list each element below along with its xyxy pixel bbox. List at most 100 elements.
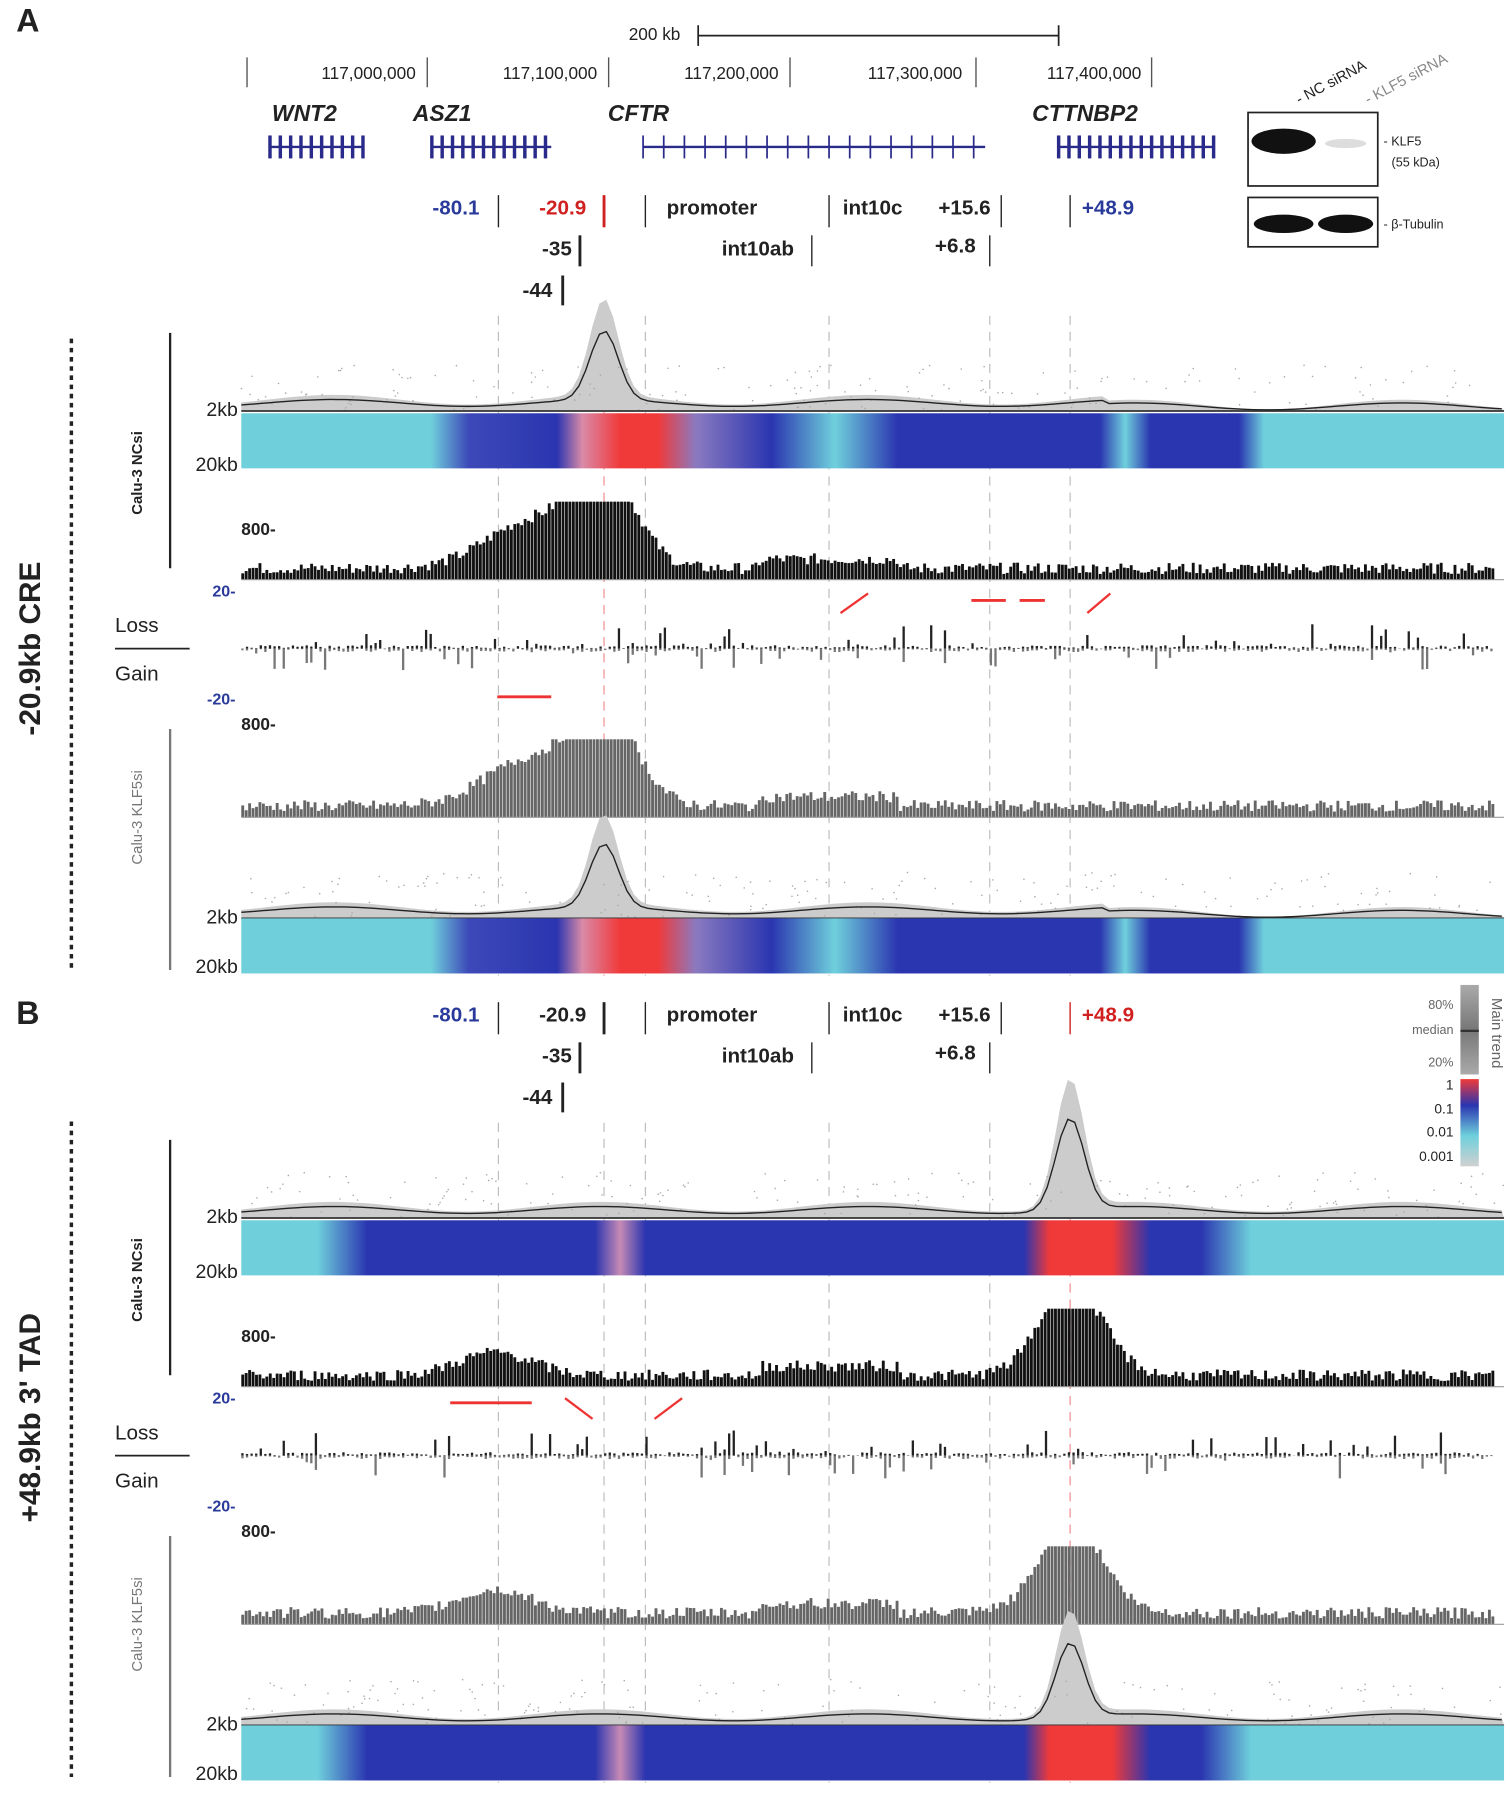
- coverage-bar: [1091, 1546, 1095, 1625]
- scatter-dot: [996, 889, 999, 892]
- coverage-bar: [816, 1361, 820, 1387]
- coverage-bar: [895, 1361, 899, 1387]
- coverage-bar: [1322, 566, 1326, 580]
- element-label: +48.9: [1082, 1003, 1134, 1026]
- coverage-bar: [406, 1371, 410, 1387]
- gain-bar: [1132, 1455, 1135, 1459]
- coverage-bar: [833, 1371, 837, 1387]
- coverage-bar: [1229, 571, 1233, 580]
- scatter-dot: [327, 1692, 329, 1695]
- coverage-bar: [1288, 1612, 1292, 1625]
- loss-bar: [787, 1452, 791, 1456]
- gain-bar: [672, 1455, 676, 1457]
- gene-name: WNT2: [272, 100, 337, 126]
- coordinate-label: 117,000,000: [321, 63, 415, 83]
- coverage-bar: [974, 800, 978, 818]
- coverage-bar: [1429, 563, 1433, 580]
- gain-bar: [374, 1455, 377, 1476]
- scatter-dot: [857, 1188, 859, 1191]
- scatter-dot: [1226, 1714, 1229, 1716]
- gain-bar: [1012, 1455, 1016, 1459]
- scatter-dot: [546, 386, 549, 388]
- coverage-bar: [1332, 811, 1336, 818]
- coverage-bar: [998, 1602, 1002, 1625]
- coverage-bar: [633, 513, 637, 580]
- loss-bar: [1150, 645, 1153, 649]
- coverage-bar: [382, 568, 386, 580]
- coverage-bar: [668, 1378, 672, 1387]
- gain-bar: [438, 648, 442, 652]
- coverage-bar: [878, 791, 882, 818]
- scatter-dot: [600, 911, 602, 914]
- panel-label: B: [16, 995, 39, 1031]
- scatter-dot: [840, 1212, 843, 1215]
- coverage-bar: [1112, 1574, 1116, 1625]
- scatter-dot: [708, 900, 711, 902]
- scatter-dot: [914, 1204, 917, 1206]
- coverage-bar: [998, 1367, 1002, 1387]
- coverage-bar: [602, 739, 606, 818]
- coverage-bar: [647, 1369, 651, 1387]
- scatter-dot: [618, 1716, 621, 1719]
- gain-bar: [1127, 1455, 1130, 1457]
- coverage-bar: [1412, 807, 1416, 818]
- loss-bar: [245, 646, 249, 649]
- coverage-bar: [499, 529, 503, 580]
- coverage-bar: [365, 1372, 369, 1387]
- gain-bar: [296, 1455, 299, 1458]
- loss-bar: [755, 1445, 758, 1456]
- gain-bar: [1380, 648, 1383, 650]
- coverage-bar: [1116, 808, 1119, 818]
- loss-bar: [1389, 1452, 1392, 1456]
- coverage-bar: [1456, 1618, 1460, 1625]
- coverage-bar: [795, 1608, 799, 1625]
- scatter-dot: [1360, 1690, 1362, 1692]
- coverage-bar: [437, 799, 441, 818]
- scatter-dot: [244, 1717, 246, 1719]
- coverage-bar: [620, 1608, 623, 1625]
- coverage-bar: [1446, 572, 1450, 580]
- coverage-bar: [950, 802, 954, 818]
- loss-bar: [420, 1454, 423, 1456]
- coverage-bar: [668, 791, 672, 818]
- coverage-bar: [585, 739, 589, 818]
- scatter-dot: [282, 1183, 284, 1185]
- scatter-dot: [335, 901, 337, 904]
- coverage-bar: [781, 561, 785, 580]
- coverage-bar: [857, 1605, 861, 1625]
- legend-label: 1: [1446, 1078, 1454, 1093]
- coverage-bar: [916, 1380, 920, 1387]
- scatter-dot: [273, 896, 276, 899]
- loss-bar: [998, 1454, 1002, 1456]
- coverage-bar: [627, 1617, 630, 1625]
- loss-bar: [925, 648, 928, 649]
- scatter-dot: [1036, 1194, 1039, 1197]
- loss-bar: [714, 1441, 717, 1456]
- coverage-bar: [1260, 570, 1264, 580]
- coverage-bar: [575, 1374, 579, 1387]
- scatter-dot: [616, 1711, 619, 1713]
- trend-line: [241, 1642, 1502, 1722]
- scatter-dot: [907, 1178, 910, 1180]
- coverage-bar: [1271, 1613, 1274, 1625]
- coverage-bar: [1160, 1612, 1164, 1625]
- coverage-bar: [885, 1599, 889, 1625]
- gain-bar: [677, 1455, 680, 1457]
- coverage-bar: [599, 1610, 603, 1625]
- coverage-bar: [702, 570, 706, 580]
- loss-bar: [1223, 645, 1227, 649]
- coverage-bar: [1332, 565, 1336, 580]
- loss-bar: [714, 647, 717, 649]
- coverage-bar: [874, 563, 878, 580]
- gain-bar: [750, 648, 754, 651]
- coverage-bar: [575, 739, 579, 818]
- coverage-bar: [730, 805, 734, 818]
- coverage-bar: [244, 1373, 248, 1387]
- coverage-bar: [1326, 565, 1329, 580]
- scatter-dot: [403, 884, 405, 887]
- coverage-bar: [1432, 1378, 1436, 1387]
- coverage-bar: [1312, 572, 1316, 580]
- loss-bar: [1021, 646, 1025, 649]
- coverage-bar: [1205, 569, 1209, 580]
- gain-bar: [1095, 648, 1098, 651]
